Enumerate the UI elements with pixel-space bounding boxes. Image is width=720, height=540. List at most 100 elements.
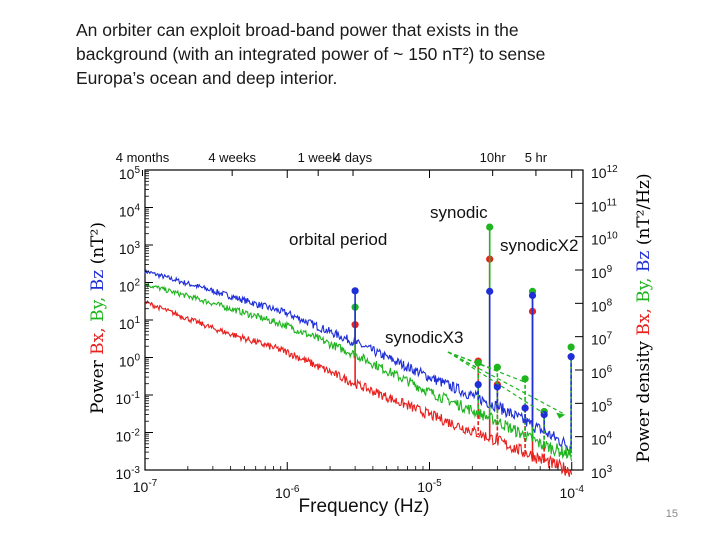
y-right-tick-label: 105 bbox=[591, 397, 613, 414]
y-right-tick-label: 103 bbox=[591, 464, 613, 481]
y-left-tick-label-exp: -1 bbox=[131, 390, 140, 401]
x-tick-label: 10-6 bbox=[275, 484, 300, 501]
series-bz-line bbox=[144, 269, 573, 454]
y-right-tick-label-exp: 11 bbox=[607, 197, 618, 208]
y-left-tick-label-exp: 2 bbox=[134, 278, 140, 289]
period-label: 4 months bbox=[116, 150, 170, 165]
peak-marker-by bbox=[493, 363, 501, 371]
peak-marker-by bbox=[521, 375, 529, 383]
x-tick-label-exp: -5 bbox=[433, 478, 442, 489]
x-tick-label-base: 10 bbox=[275, 485, 291, 501]
synodicx3-pointer-line bbox=[447, 351, 545, 415]
synodicx3-arrowhead bbox=[556, 412, 566, 419]
annotation-synodicx3: synodicX3 bbox=[385, 328, 463, 347]
period-label: 4 days bbox=[334, 150, 373, 165]
series-by-line bbox=[144, 281, 573, 462]
y-right-tick-label-exp: 6 bbox=[607, 364, 613, 375]
y-right-tick-label-exp: 12 bbox=[607, 164, 619, 175]
y-left-tick-label-base: 10 bbox=[119, 241, 135, 257]
x-tick-label-exp: -7 bbox=[148, 478, 157, 489]
y-right-title-bz: Bz bbox=[634, 245, 654, 272]
y-left-title-bx: Bx, bbox=[88, 322, 108, 355]
peak-marker-bz bbox=[521, 404, 529, 412]
series-bx-line bbox=[144, 299, 573, 477]
x-tick-label-exp: -4 bbox=[575, 484, 584, 495]
y-right-tick-label-exp: 7 bbox=[607, 331, 613, 342]
y-left-tick-label-exp: 4 bbox=[134, 203, 140, 214]
slide-body-text: An orbiter can exploit broad-band power … bbox=[76, 18, 636, 90]
y-right-axis-title: Power density Bx, By, Bz (nT²/Hz) bbox=[634, 173, 654, 462]
y-right-tick-label: 108 bbox=[591, 297, 613, 314]
peak-marker-bz bbox=[351, 287, 359, 295]
y-right-tick-label: 106 bbox=[591, 364, 613, 381]
y-left-tick-label-exp: 1 bbox=[134, 315, 140, 326]
y-right-title-prefix: Power density bbox=[634, 336, 654, 463]
y-right-tick-label-exp: 3 bbox=[607, 464, 613, 475]
y-left-tick-label: 103 bbox=[119, 240, 141, 257]
peak-marker-by bbox=[486, 223, 494, 231]
period-label: 10hr bbox=[480, 150, 507, 165]
y-left-title-by: By, bbox=[88, 291, 108, 322]
y-right-tick-label: 1012 bbox=[591, 164, 618, 181]
y-right-tick-label-base: 10 bbox=[591, 232, 607, 248]
y-right-tick-label-exp: 5 bbox=[607, 397, 613, 408]
y-left-tick-label: 10-1 bbox=[116, 390, 141, 407]
x-tick-label: 10-4 bbox=[559, 484, 584, 501]
y-left-tick-label: 10-2 bbox=[116, 428, 141, 445]
y-left-tick-label: 100 bbox=[119, 353, 141, 370]
page-number: 15 bbox=[665, 508, 678, 520]
peak-marker-bz bbox=[528, 291, 537, 300]
y-right-tick-label-base: 10 bbox=[591, 332, 607, 348]
peak-marker-bz bbox=[486, 287, 494, 295]
peak-marker-by bbox=[567, 343, 575, 351]
x-tick-label-base: 10 bbox=[133, 479, 149, 495]
y-left-title-prefix: Power bbox=[88, 355, 108, 414]
x-tick-label-exp: -6 bbox=[291, 484, 300, 495]
annotation-synodic: synodic bbox=[430, 203, 488, 222]
y-right-title-bx: Bx, bbox=[634, 303, 654, 336]
x-tick-label-base: 10 bbox=[417, 479, 433, 495]
x-tick-label: 10-7 bbox=[133, 478, 158, 495]
peak-marker-bz bbox=[474, 380, 482, 389]
y-left-tick-label: 101 bbox=[119, 315, 141, 332]
y-right-tick-label-exp: 8 bbox=[607, 297, 613, 308]
y-right-tick-label-base: 10 bbox=[591, 365, 607, 381]
y-left-tick-label-base: 10 bbox=[119, 316, 135, 332]
slide-text-line-1: An orbiter can exploit broad-band power … bbox=[76, 20, 519, 40]
y-left-tick-label: 105 bbox=[119, 165, 141, 182]
y-left-tick-label-exp: 3 bbox=[134, 240, 140, 251]
annotation-synodicx2: synodicX2 bbox=[500, 236, 578, 255]
plot-frame bbox=[144, 169, 584, 471]
x-tick-label: 10-5 bbox=[417, 478, 442, 495]
y-left-tick-label-base: 10 bbox=[116, 391, 132, 407]
slide-text-line-2: background (with an integrated power of … bbox=[76, 44, 546, 64]
synodicx3-pointer-line bbox=[447, 351, 526, 383]
y-left-title-bz: Bz bbox=[88, 264, 108, 291]
y-right-tick-label-exp: 10 bbox=[607, 231, 619, 242]
y-left-tick-label-exp: -3 bbox=[131, 465, 140, 476]
y-left-tick-label-exp: 5 bbox=[134, 165, 140, 176]
y-left-tick-label-base: 10 bbox=[116, 466, 132, 482]
peak-marker-bz bbox=[567, 353, 575, 361]
y-left-tick-label: 10-3 bbox=[116, 465, 141, 482]
y-right-tick-label-base: 10 bbox=[591, 298, 607, 314]
period-label: 5 hr bbox=[525, 150, 548, 165]
period-label: 1 week bbox=[298, 150, 340, 165]
y-right-tick-label-exp: 4 bbox=[607, 431, 613, 442]
y-right-tick-label: 104 bbox=[591, 431, 613, 448]
y-right-tick-label-base: 10 bbox=[591, 265, 607, 281]
y-left-tick-label-exp: -2 bbox=[131, 428, 140, 439]
y-left-tick-label: 104 bbox=[119, 203, 141, 220]
y-right-tick-label: 1010 bbox=[591, 231, 618, 248]
y-right-tick-label: 1011 bbox=[591, 197, 617, 214]
y-right-title-by: By, bbox=[634, 272, 654, 303]
y-left-title-unit: (nT²) bbox=[88, 222, 108, 264]
slide-text-line-3: Europa’s ocean and deep interior. bbox=[76, 68, 338, 88]
x-tick-label-base: 10 bbox=[559, 485, 575, 501]
y-left-tick-label-base: 10 bbox=[116, 429, 132, 445]
y-left-tick-label: 102 bbox=[119, 278, 141, 295]
y-right-tick-label-base: 10 bbox=[591, 165, 607, 181]
y-right-tick-label-base: 10 bbox=[591, 198, 607, 214]
y-left-tick-label-base: 10 bbox=[119, 279, 135, 295]
